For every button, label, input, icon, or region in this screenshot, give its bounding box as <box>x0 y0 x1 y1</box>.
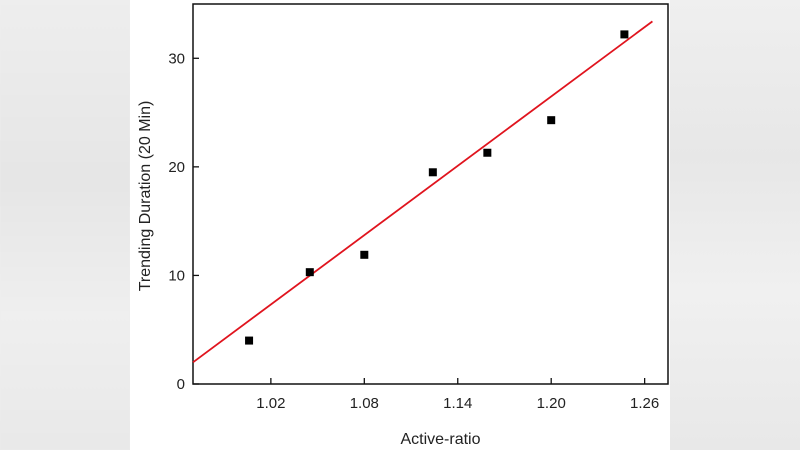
x-axis-ticks: 1.02 1.08 1.14 1.20 1.26 <box>256 378 659 412</box>
y-tick-label: 0 <box>177 376 185 393</box>
data-point <box>360 250 369 259</box>
series-layer <box>192 20 653 364</box>
blurred-background-left <box>0 0 130 450</box>
x-axis-label: Active-ratio <box>400 431 480 448</box>
y-axis-label: Trending Duration (20 Min) <box>137 101 154 292</box>
x-tick-label: 1.14 <box>443 395 472 412</box>
data-point <box>547 116 556 125</box>
y-axis-ticks: 0 10 20 30 <box>168 50 199 393</box>
y-tick-label: 20 <box>168 159 185 176</box>
y-tick-label: 10 <box>168 267 185 284</box>
data-point <box>620 30 629 39</box>
x-tick-label: 1.02 <box>256 395 285 412</box>
x-tick-label: 1.26 <box>630 395 659 412</box>
x-tick-label: 1.20 <box>537 395 566 412</box>
data-point <box>483 148 492 157</box>
x-tick-label: 1.08 <box>350 395 379 412</box>
data-point <box>305 268 314 277</box>
plot-frame <box>192 3 669 385</box>
y-tick-label: 30 <box>168 50 185 67</box>
data-point <box>428 168 437 177</box>
fit-line <box>192 20 653 364</box>
data-point <box>245 336 254 345</box>
blurred-background-right <box>670 0 800 450</box>
